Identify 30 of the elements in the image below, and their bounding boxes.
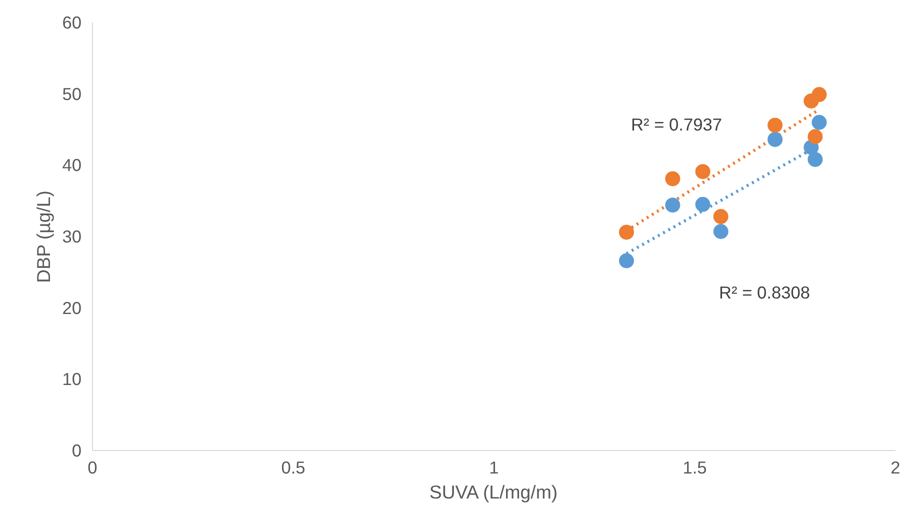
point <box>618 224 634 240</box>
point <box>808 129 823 144</box>
point <box>713 224 728 239</box>
y-axis-title: DBP (µg/L) <box>33 190 54 283</box>
point <box>665 198 680 213</box>
x-tick-label: 2 <box>890 458 900 478</box>
x-tick-label: 0.5 <box>281 458 306 478</box>
y-tick-label: 50 <box>62 84 82 104</box>
x-tick-label: 1 <box>489 458 499 478</box>
point <box>618 253 634 268</box>
point <box>812 114 827 130</box>
y-tick-label: 40 <box>62 155 82 176</box>
point <box>713 209 728 224</box>
y-tick-label: 20 <box>62 298 82 318</box>
point <box>812 87 827 102</box>
x-tick-label: 0 <box>88 458 98 478</box>
annotation: R² = 0.7937 <box>630 114 722 134</box>
x-tick-label: 1.5 <box>682 458 707 478</box>
point <box>665 171 680 186</box>
y-tick-label: 60 <box>62 12 82 32</box>
y-tick-label: 0 <box>72 440 82 460</box>
x-axis-title: SUVA (L/mg/m) <box>429 482 558 502</box>
point <box>695 164 710 180</box>
point <box>768 132 783 147</box>
point <box>768 118 783 133</box>
annotation: R² = 0.8308 <box>718 282 810 302</box>
point <box>695 196 710 212</box>
y-tick-label: 10 <box>62 369 82 390</box>
point <box>808 152 823 167</box>
y-tick-label: 30 <box>62 226 82 246</box>
